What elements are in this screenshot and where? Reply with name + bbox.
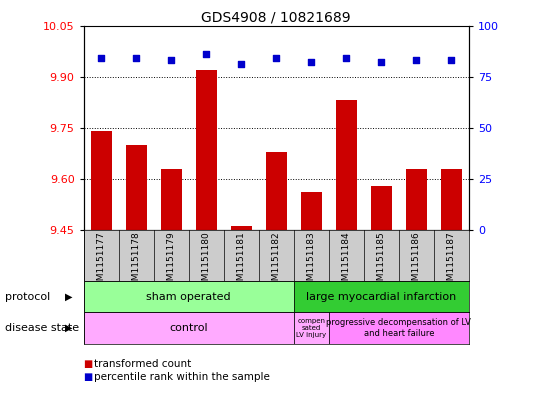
Point: [167, 57, 176, 63]
Text: GSM1151180: GSM1151180: [202, 231, 211, 292]
Point: [412, 57, 421, 63]
Text: GSM1151177: GSM1151177: [96, 231, 106, 292]
Text: GSM1151184: GSM1151184: [342, 231, 351, 292]
Bar: [294, 281, 469, 312]
Text: percentile rank within the sample: percentile rank within the sample: [94, 372, 270, 382]
Text: GSM1151182: GSM1151182: [272, 231, 281, 292]
Text: protocol: protocol: [5, 292, 51, 302]
Text: GSM1151181: GSM1151181: [237, 231, 246, 292]
Text: GSM1151186: GSM1151186: [412, 231, 421, 292]
Text: disease state: disease state: [5, 323, 80, 333]
Text: sham operated: sham operated: [146, 292, 231, 302]
Text: ■: ■: [84, 358, 93, 369]
Bar: [91, 131, 112, 230]
Bar: [196, 70, 217, 230]
Point: [97, 55, 106, 61]
Text: large myocardial infarction: large myocardial infarction: [306, 292, 457, 302]
Point: [272, 55, 281, 61]
Point: [132, 55, 140, 61]
Text: GSM1151185: GSM1151185: [377, 231, 386, 292]
Bar: [161, 169, 182, 230]
Bar: [266, 152, 287, 230]
Bar: [84, 312, 294, 344]
Bar: [84, 281, 294, 312]
Bar: [441, 169, 462, 230]
Bar: [406, 169, 427, 230]
Point: [237, 61, 246, 68]
Bar: [301, 193, 322, 230]
Bar: [231, 226, 252, 230]
Bar: [294, 312, 329, 344]
Point: [377, 59, 386, 66]
Text: GSM1151187: GSM1151187: [447, 231, 456, 292]
Title: GDS4908 / 10821689: GDS4908 / 10821689: [202, 10, 351, 24]
Text: ▶: ▶: [65, 292, 73, 302]
Point: [307, 59, 316, 66]
Point: [342, 55, 351, 61]
Text: compen
sated
LV injury: compen sated LV injury: [296, 318, 326, 338]
Text: GSM1151183: GSM1151183: [307, 231, 316, 292]
Text: ▶: ▶: [65, 323, 73, 333]
Point: [447, 57, 456, 63]
Bar: [329, 312, 469, 344]
Text: transformed count: transformed count: [94, 358, 191, 369]
Bar: [371, 185, 392, 230]
Bar: [126, 145, 147, 230]
Point: [202, 51, 211, 57]
Text: GSM1151179: GSM1151179: [167, 231, 176, 292]
Text: progressive decompensation of LV
and heart failure: progressive decompensation of LV and hea…: [327, 318, 471, 338]
Text: control: control: [169, 323, 208, 333]
Text: ■: ■: [84, 372, 93, 382]
Bar: [336, 101, 357, 230]
Text: GSM1151178: GSM1151178: [132, 231, 141, 292]
